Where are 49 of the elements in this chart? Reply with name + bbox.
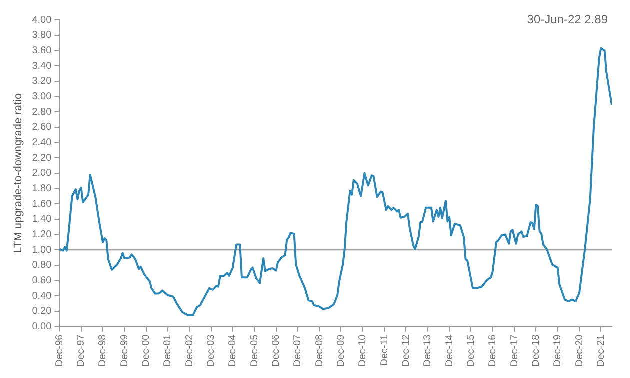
y-tick-label: 0.60: [32, 276, 52, 286]
y-tick-label: 3.60: [32, 45, 52, 56]
x-tick-label: Dec-96: [54, 334, 66, 368]
x-tick-label: Dec-08: [314, 334, 326, 368]
y-tick-label: 2.60: [32, 122, 52, 134]
x-tick-label: Dec-99: [119, 334, 130, 368]
x-tick-label: Dec-19: [552, 334, 564, 368]
x-tick-label: Dec-98: [98, 334, 109, 368]
y-tick-label: 3.40: [32, 60, 52, 72]
x-tick-label: Dec-14: [444, 334, 456, 368]
x-tick-label: Dec-01: [162, 334, 174, 368]
x-tick-label: Dec-03: [206, 334, 218, 368]
x-tick-label: Dec-04: [228, 334, 239, 368]
y-tick-label: 3.00: [32, 91, 52, 102]
y-tick-label: 1.80: [32, 183, 52, 194]
y-tick-label: 2.00: [32, 168, 52, 180]
x-tick-label: Dec-13: [422, 334, 434, 368]
x-tick-label: Dec-97: [76, 334, 88, 368]
x-tick-label: Dec-07: [292, 334, 304, 368]
y-tick-label: 1.60: [32, 198, 52, 210]
y-tick-label: 0.20: [32, 306, 52, 318]
y-tick-label: 2.20: [32, 152, 52, 164]
x-tick-label: Dec-02: [184, 334, 196, 368]
y-tick-label: 2.40: [32, 137, 52, 148]
y-tick-label: 0.80: [32, 260, 52, 272]
x-tick-label: Dec-21: [596, 334, 607, 368]
x-tick-label: Dec-17: [509, 334, 520, 368]
y-tick-label: 0.40: [32, 290, 52, 302]
x-tick-label: Dec-09: [336, 334, 347, 368]
x-tick-label: Dec-10: [358, 334, 369, 368]
x-tick-label: Dec-16: [488, 334, 499, 368]
y-tick-label: 4.00: [32, 14, 52, 26]
y-tick-label: 1.20: [32, 229, 52, 240]
y-axis-title: LTM upgrade-to-downgrade ratio: [12, 93, 25, 254]
x-tick-label: Dec-11: [379, 334, 390, 366]
y-tick-label: 2.80: [32, 106, 52, 118]
x-tick-label: Dec-00: [141, 334, 152, 368]
x-tick-label: Dec-18: [530, 334, 542, 368]
y-tick-label: 1.00: [32, 244, 52, 256]
y-tick-label: 1.40: [32, 214, 52, 226]
y-tick-label: 3.20: [32, 76, 52, 88]
x-tick-label: Dec-05: [249, 334, 260, 368]
x-tick-label: Dec-20: [574, 334, 586, 368]
x-tick-label: Dec-06: [271, 334, 282, 368]
y-tick-label: 3.80: [32, 30, 52, 42]
y-tick-label: 0.00: [32, 322, 52, 333]
x-tick-label: Dec-15: [466, 334, 477, 368]
annotation: 30-Jun-22 2.89: [527, 12, 608, 26]
x-tick-label: Dec-12: [400, 334, 412, 368]
